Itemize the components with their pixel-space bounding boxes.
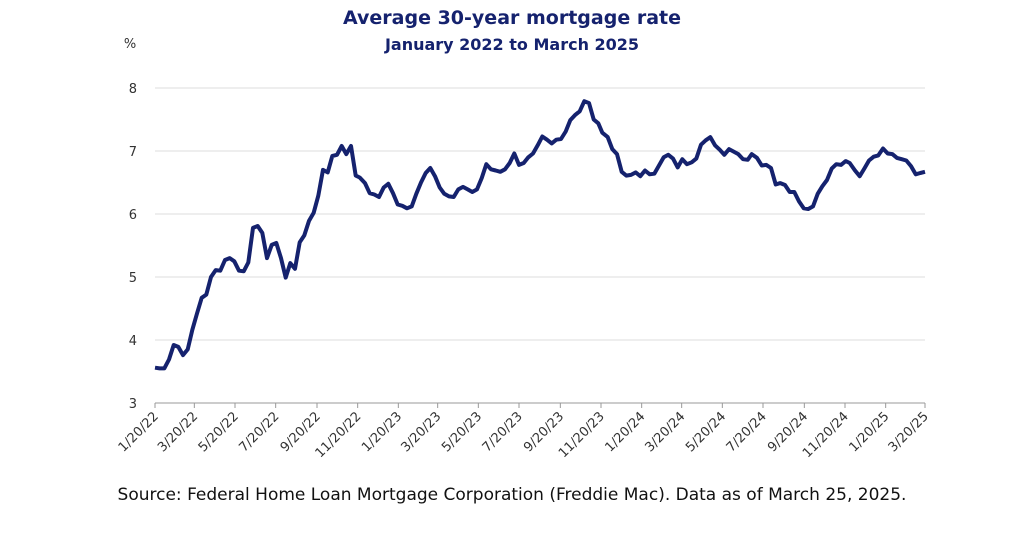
x-tick-label: 7/20/22 xyxy=(236,409,282,455)
y-tick-label: 5 xyxy=(129,271,137,286)
y-tick-label: 3 xyxy=(129,397,137,412)
chart-title: Average 30-year mortgage rate xyxy=(343,7,681,29)
x-tick-label: 5/20/24 xyxy=(683,409,729,455)
y-tick-label: 4 xyxy=(129,334,137,349)
source-note: Source: Federal Home Loan Mortgage Corpo… xyxy=(118,485,907,505)
x-tick-label: 7/20/23 xyxy=(480,409,526,455)
data-line xyxy=(154,99,926,371)
x-tick-label: 7/20/24 xyxy=(724,409,770,455)
x-tick-label: 3/20/23 xyxy=(398,409,444,455)
x-tick-label: 1/20/22 xyxy=(116,409,162,455)
x-tick-label: 5/20/23 xyxy=(439,409,485,455)
x-tick-label: 1/20/24 xyxy=(602,409,648,455)
x-tick-label: 3/20/25 xyxy=(886,409,932,455)
chart-subtitle: January 2022 to March 2025 xyxy=(384,35,639,54)
y-tick-label: 8 xyxy=(129,82,137,97)
x-tick-label: 5/20/22 xyxy=(196,409,242,455)
x-tick-label: 3/20/22 xyxy=(155,409,201,455)
y-tick-label: 7 xyxy=(129,145,137,160)
y-tick-label: 6 xyxy=(129,208,137,223)
x-tick-label: 1/20/25 xyxy=(846,409,892,455)
x-tick-label: 3/20/24 xyxy=(642,409,688,455)
x-tick-label: 1/20/23 xyxy=(359,409,405,455)
y-axis-label: % xyxy=(124,37,136,52)
